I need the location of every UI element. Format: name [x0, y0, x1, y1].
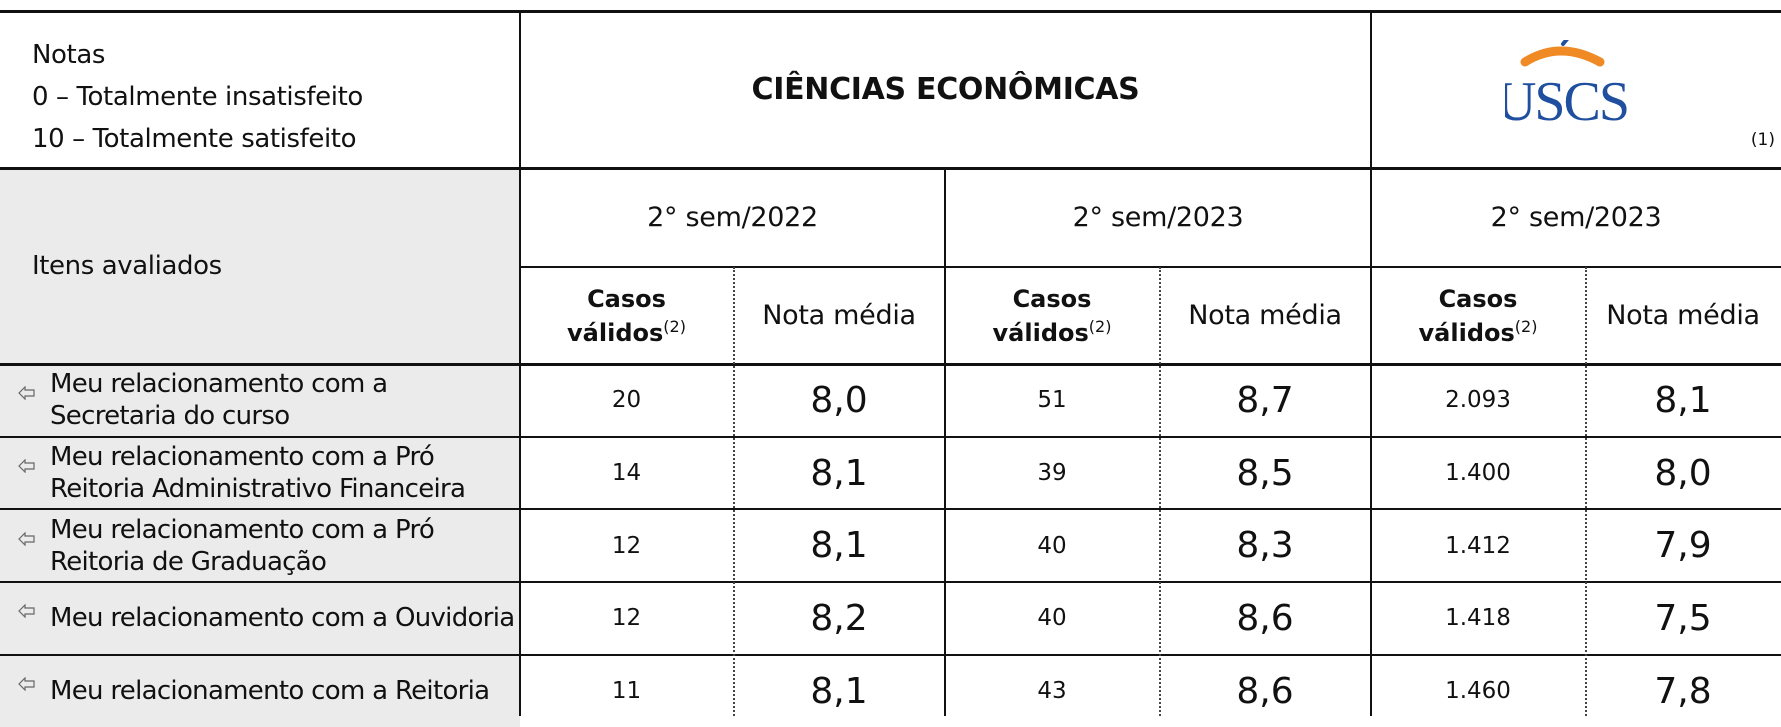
- logo-mark: [1561, 40, 1569, 46]
- mean-value: 8,6: [1236, 597, 1294, 639]
- cases-value: 12: [611, 532, 642, 559]
- arrow: [18, 386, 35, 401]
- cases-note: (2): [663, 316, 686, 336]
- mean-value: 8,1: [810, 670, 868, 712]
- cases-label: Casos válidos: [567, 284, 666, 347]
- cases-note: (2): [1088, 316, 1112, 336]
- col-line: [519, 10, 521, 716]
- dotted-line: [1159, 267, 1161, 716]
- mean-value: 8,3: [1236, 525, 1294, 567]
- cases-value: 14: [611, 460, 642, 487]
- cases-value: 1.412: [1445, 532, 1511, 559]
- cases-header: Casos válidos(2): [1371, 267, 1585, 364]
- mean-value: 8,0: [1654, 452, 1712, 494]
- row-line: [0, 508, 1781, 511]
- cases-value: 40: [1037, 605, 1067, 632]
- item-label: Meu relacionamento com a Ouvidoria: [0, 582, 520, 655]
- notes-title: Notas: [32, 40, 106, 70]
- dotted-line: [733, 267, 735, 716]
- mean-header: Nota média: [762, 300, 916, 331]
- arrow: [18, 677, 35, 692]
- logo: USCS: [1505, 40, 1630, 130]
- mean-value: 8,5: [1236, 452, 1294, 494]
- mean-value: 8,7: [1236, 379, 1294, 421]
- mean-value: 7,5: [1654, 597, 1712, 639]
- item-icon: [18, 386, 35, 401]
- cases-value: 39: [1037, 460, 1067, 487]
- cases-note: (2): [1514, 316, 1538, 336]
- mean-value: 8,1: [810, 525, 868, 567]
- item-icon: [18, 604, 35, 619]
- period-header: 2° sem/2023: [1490, 202, 1662, 233]
- notes-line: 10 – Totalmente satisfeito: [32, 124, 357, 154]
- mean-value: 8,2: [810, 597, 868, 639]
- cases-wrap: Casos válidos(2): [975, 285, 1129, 347]
- period-header: 2° sem/2023: [1072, 202, 1244, 233]
- cases-value: 51: [1037, 387, 1067, 414]
- item-icon: [18, 531, 35, 546]
- cases-value: 43: [1037, 678, 1067, 705]
- col-line: [1370, 10, 1372, 716]
- mean-value: 8,6: [1236, 670, 1294, 712]
- dotted-line: [1585, 267, 1587, 716]
- mean-header: Nota média: [1606, 300, 1760, 331]
- item-label: Meu relacionamento com a Pró Reitoria de…: [0, 509, 520, 583]
- mean-header: Nota média: [1188, 300, 1342, 331]
- logo-text: USCS: [1505, 71, 1628, 130]
- cases-wrap: Casos válidos(2): [1401, 285, 1555, 347]
- subheader-border: [0, 363, 1781, 366]
- cases-header: Casos válidos(2): [520, 267, 733, 364]
- cases-value: 2.093: [1445, 387, 1511, 414]
- notes: Notas 0 – Totalmente insatisfeito 10 – T…: [32, 34, 363, 160]
- period-header: 2° sem/2022: [647, 202, 818, 233]
- arrow: [18, 604, 35, 619]
- col-line: [944, 168, 946, 716]
- cases-value: 1.418: [1445, 605, 1511, 632]
- row-line: [0, 581, 1781, 584]
- mean-value: 7,8: [1654, 670, 1712, 712]
- subheader-line: [520, 266, 1781, 268]
- item-label: Meu relacionamento com a Pró Reitoria Ad…: [0, 436, 520, 510]
- cases-value: 1.460: [1445, 678, 1511, 705]
- cases-value: 12: [611, 605, 642, 632]
- logo-arc: [1520, 46, 1605, 67]
- cases-label: Casos válidos: [992, 284, 1092, 347]
- notes-line: 0 – Totalmente insatisfeito: [32, 82, 363, 112]
- arrow: [18, 531, 35, 546]
- cases-value: 40: [1037, 532, 1067, 559]
- item-icon: [18, 677, 35, 692]
- arrow: [18, 459, 35, 474]
- logo-note: (1): [1750, 130, 1775, 150]
- header-border: [0, 167, 1781, 170]
- row-line: [0, 435, 1781, 438]
- item-label: Meu relacionamento com a Reitoria: [0, 654, 520, 727]
- cases-label: Casos válidos: [1418, 284, 1518, 347]
- mean-value: 8,1: [1654, 379, 1712, 421]
- top-border: [0, 10, 1781, 13]
- cases-wrap: Casos válidos(2): [550, 285, 703, 347]
- mean-value: 8,0: [810, 379, 868, 421]
- mean-value: 7,9: [1654, 525, 1712, 567]
- item-icon: [18, 459, 35, 474]
- cases-value: 1.400: [1445, 460, 1511, 487]
- cases-header: Casos válidos(2): [945, 267, 1159, 364]
- item-label: Meu relacionamento com a Secretaria do c…: [0, 364, 520, 437]
- cases-value: 11: [611, 678, 642, 705]
- row-line: [0, 653, 1781, 656]
- mean-value: 8,1: [810, 452, 868, 494]
- cases-value: 20: [611, 387, 642, 414]
- row-header: Itens avaliados: [0, 168, 520, 364]
- title: CIÊNCIAS ECONÔMICAS: [751, 72, 1140, 107]
